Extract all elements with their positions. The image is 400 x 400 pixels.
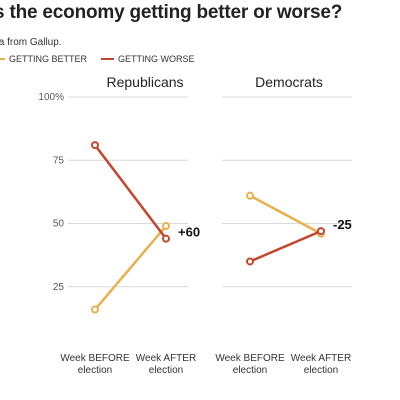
y-tick-label: 100% [38,92,64,103]
data-point-worse-after [317,227,325,236]
series-line-worse [248,229,323,263]
x-tick-label-line: Week AFTER [136,353,196,364]
gridlines [68,96,352,288]
x-tick-label-line: election [149,365,183,376]
legend-label-better: GETTING BETTER [9,54,88,64]
x-tick-label-line: Week AFTER [291,353,351,364]
data-point-better-after [162,222,170,231]
x-tick-label: Week BEFORE election [60,353,130,376]
chart-title: s the economy getting better or worse? [0,2,343,23]
legend: GETTING BETTER GETTING WORSE [0,52,209,66]
x-tick-label: Week BEFORE election [215,353,285,376]
data-point-worse-after [162,234,170,243]
x-tick-label-line: election [78,365,112,376]
y-tick-labels: 100% 75 50 25 [38,92,64,293]
legend-swatch-better [0,58,5,60]
change-annotation: +60 [178,225,200,240]
legend-item-worse: GETTING WORSE [101,54,195,64]
data-point-worse-before [91,141,99,150]
x-tick-label-line: Week BEFORE [215,353,285,364]
panel-title: Democrats [255,74,323,90]
legend-swatch-worse [101,58,115,60]
legend-label-worse: GETTING WORSE [118,54,195,64]
series-line-better [248,194,323,235]
y-tick-label: 50 [53,219,65,230]
data-point-worse-before [246,257,254,266]
x-tick-label-line: election [304,365,338,376]
y-tick-label: 75 [53,155,65,166]
x-tick-label: Week AFTER election [291,353,351,376]
data-point-better-before [91,305,99,314]
y-tick-label: 25 [53,282,65,293]
change-annotation: -25 [333,217,352,232]
x-tick-label: Week AFTER election [136,353,196,376]
x-tick-label-line: Week BEFORE [60,353,130,364]
series-line-better [93,224,168,311]
data-point-better-before [246,191,254,200]
x-tick-label-line: election [233,365,267,376]
legend-item-better: GETTING BETTER [0,54,87,64]
chart-subtitle: ta from Gallup. [0,37,62,48]
panel-title: Republicans [106,74,183,90]
series-line-worse [93,143,168,240]
